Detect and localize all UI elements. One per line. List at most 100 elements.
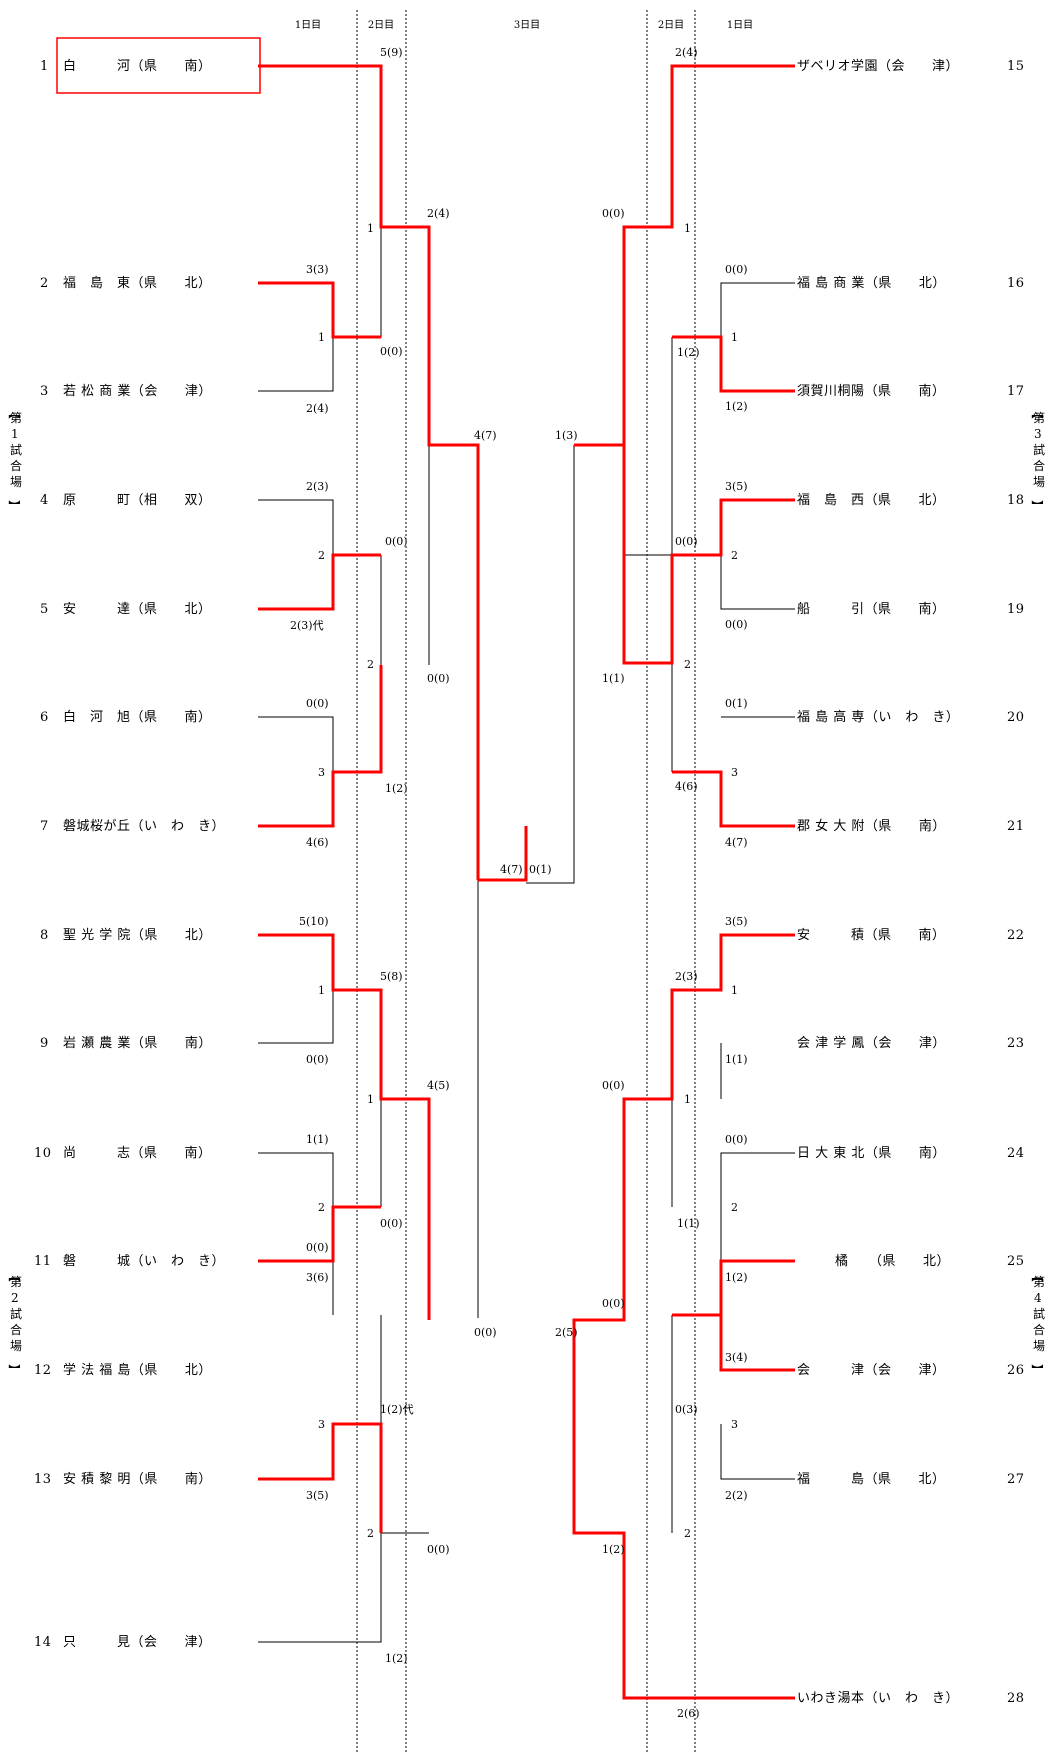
score-label: 2 <box>367 658 374 671</box>
score-label: 3(5) <box>725 915 748 928</box>
team-number: 28 <box>1007 1691 1025 1706</box>
score-label: 1 <box>684 222 691 235</box>
team-number: 18 <box>1007 493 1025 508</box>
team-number: 1 <box>40 59 49 74</box>
day-label-right-1: 1日目 <box>727 20 753 31</box>
score-label: 2(6) <box>677 1707 700 1720</box>
team-name: 白 河 旭（県 南） <box>63 709 212 725</box>
team-number: 15 <box>1007 59 1025 74</box>
score-label: 0(0) <box>725 263 748 276</box>
team-number: 14 <box>34 1635 52 1650</box>
score-label: 0(0) <box>602 1079 625 1092</box>
team-number: 24 <box>1007 1146 1025 1161</box>
day-label-left-1: 1日目 <box>295 20 321 31</box>
team-number: 16 <box>1007 276 1025 291</box>
team-name: 若 松 商 業（会 津） <box>63 383 212 399</box>
day-label-right-2: 2日目 <box>658 20 684 31</box>
score-label: 2 <box>318 549 325 562</box>
team-name: いわき湯本（い わ き） <box>797 1691 959 1706</box>
score-label: 1(2) <box>725 400 748 413</box>
svg-text:4: 4 <box>1034 1291 1042 1305</box>
score-label: 1(1) <box>677 1217 700 1230</box>
svg-text:場: 場 <box>10 475 22 489</box>
svg-text:2: 2 <box>11 1291 19 1305</box>
team-name: 福 島 高 専（い わ き） <box>797 709 959 725</box>
score-label: 1 <box>731 331 738 344</box>
score-label: 2 <box>731 549 738 562</box>
score-label: 1(2)代 <box>380 1403 414 1416</box>
team-number: 23 <box>1007 1036 1025 1051</box>
team-number: 4 <box>40 493 49 508</box>
score-label: 3 <box>318 766 325 779</box>
score-label: 3(4) <box>725 1351 748 1364</box>
team-name: 福 島 商 業（県 北） <box>797 275 946 291</box>
score-label: 0(0) <box>602 207 625 220</box>
team-number: 2 <box>40 276 49 291</box>
score-label: 1(1) <box>602 672 625 685</box>
team-number: 19 <box>1007 602 1025 617</box>
svg-text:場: 場 <box>1033 1339 1045 1353</box>
team-name: 福 島（県 北） <box>797 1472 946 1487</box>
score-label: 2(3) <box>306 480 329 493</box>
score-label: 5(8) <box>380 970 403 983</box>
svg-text:】: 】 <box>1030 1364 1044 1376</box>
day-dividers <box>356 10 696 1754</box>
team-number: 27 <box>1007 1472 1025 1487</box>
score-label: 0(0) <box>306 697 329 710</box>
team-number: 17 <box>1007 384 1025 399</box>
score-label: 1 <box>367 1093 374 1106</box>
score-label: 1 <box>731 984 738 997</box>
svg-text:場: 場 <box>10 1339 22 1353</box>
right-teams: ザベリオ学園（会 津） 15 福 島 商 業（県 北） 16 須賀川桐陽（県 南… <box>797 58 1025 1706</box>
svg-text:合: 合 <box>10 1322 22 1337</box>
score-label: 2(5) <box>555 1326 578 1339</box>
team-name: 只 見（会 津） <box>63 1635 212 1650</box>
score-label: 1(2) <box>385 782 408 795</box>
svg-text:】: 】 <box>1030 500 1044 512</box>
score-label: 1(2) <box>385 1652 408 1665</box>
score-label: 4(5) <box>427 1079 450 1092</box>
venue-right-bottom: 【 第 4 試 合 場 】 <box>1030 1270 1045 1376</box>
team-name: 安 積 黎 明（県 南） <box>63 1471 212 1487</box>
score-label: 3(6) <box>306 1271 329 1284</box>
team-number: 6 <box>40 710 49 725</box>
team-number: 5 <box>40 602 49 617</box>
score-label: 0(0) <box>380 345 403 358</box>
score-label: 1 <box>318 331 325 344</box>
score-label: 2(4) <box>675 46 698 59</box>
score-label: 0(0) <box>725 618 748 631</box>
team-name: 磐 城（い わ き） <box>63 1254 225 1269</box>
svg-text:【: 【 <box>1030 407 1044 419</box>
team-number: 21 <box>1007 819 1025 834</box>
team-number: 10 <box>34 1146 52 1161</box>
team-number: 11 <box>34 1254 52 1269</box>
score-label: 0(0) <box>427 672 450 685</box>
score-label: 1(2) <box>602 1543 625 1556</box>
team-name: 聖 光 学 院（県 北） <box>63 927 212 943</box>
score-label: 4(6) <box>306 836 329 849</box>
svg-text:第: 第 <box>10 411 22 425</box>
team-number: 20 <box>1007 710 1025 725</box>
venue-right-top: 【 第 3 試 合 場 】 <box>1030 407 1045 512</box>
venue-left-bottom: 【 第 2 試 合 場 】 <box>7 1270 22 1376</box>
score-label: 0(0) <box>385 535 408 548</box>
team-number: 22 <box>1007 928 1025 943</box>
team-name: 福 島 西（県 北） <box>797 493 946 508</box>
svg-text:合: 合 <box>10 458 22 473</box>
svg-text:】: 】 <box>7 1364 21 1376</box>
svg-text:第: 第 <box>1033 1275 1045 1289</box>
score-label: 1(2) <box>725 1271 748 1284</box>
score-label: 1(1) <box>306 1133 329 1146</box>
svg-text:合: 合 <box>1033 1322 1045 1337</box>
score-label: 2(4) <box>306 402 329 415</box>
team-name: 学 法 福 島（県 北） <box>63 1362 212 1378</box>
left-teams: 1 白 河（県 南） 2 福 島 東（県 北） 3 若 松 商 業（会 津） 4… <box>34 58 225 1650</box>
team-name: 尚 志（県 南） <box>63 1145 212 1161</box>
score-label: 0(0) <box>380 1217 403 1230</box>
score-label: 4(7) <box>474 429 497 442</box>
team-name: 日 大 東 北（県 南） <box>797 1145 946 1161</box>
score-label: 0(0) <box>427 1543 450 1556</box>
score-label: 1(2) <box>677 346 700 359</box>
svg-text:【: 【 <box>1030 1270 1044 1282</box>
team-name: 磐城桜が丘（い わ き） <box>63 819 225 834</box>
